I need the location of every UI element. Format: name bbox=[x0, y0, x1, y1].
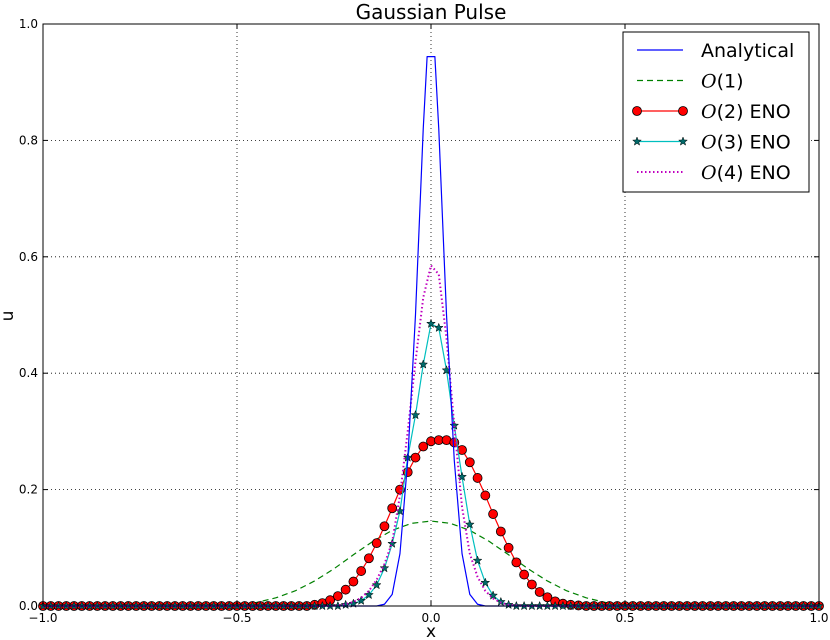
legend-text: (1) bbox=[717, 71, 744, 93]
data-point bbox=[480, 577, 491, 587]
legend-label: O(1) bbox=[701, 71, 744, 93]
data-point bbox=[426, 318, 436, 328]
x-tick-label: −0.5 bbox=[222, 611, 251, 625]
legend-label: Analytical bbox=[701, 40, 794, 62]
data-point bbox=[526, 579, 537, 590]
data-point bbox=[387, 503, 398, 514]
data-point bbox=[433, 322, 444, 333]
data-point bbox=[371, 538, 382, 549]
series-line bbox=[43, 264, 819, 607]
x-tick-label: 0.0 bbox=[421, 611, 440, 625]
data-point bbox=[495, 526, 506, 537]
ticks: −1.0 −0.5 0.0 0.5 1.0 0.0 0.2 0.4 0.6 0.8 1.0 bbox=[19, 17, 829, 625]
data-point bbox=[340, 599, 351, 610]
data-point bbox=[356, 566, 367, 576]
data-point bbox=[534, 587, 545, 597]
legend-item: O(2) ENO bbox=[632, 101, 791, 123]
data-point bbox=[418, 441, 429, 452]
legend-math-symbol: O bbox=[701, 162, 717, 184]
data-point bbox=[449, 420, 460, 430]
legend-text: Analytical bbox=[701, 40, 794, 62]
y-tick-label: 0.0 bbox=[19, 599, 38, 613]
legend-label: O(4) ENO bbox=[701, 162, 791, 184]
data-point bbox=[488, 509, 498, 519]
y-axis-label: u bbox=[0, 311, 18, 322]
x-tick-label: 0.5 bbox=[615, 611, 634, 625]
data-point bbox=[678, 136, 688, 146]
data-point bbox=[464, 457, 475, 468]
data-point bbox=[363, 589, 374, 600]
data-point bbox=[464, 519, 475, 529]
legend-item: O(4) ENO bbox=[637, 162, 791, 184]
data-point bbox=[511, 557, 522, 568]
data-point bbox=[410, 409, 421, 420]
y-tick-label: 0.8 bbox=[19, 133, 38, 147]
data-point bbox=[364, 553, 374, 564]
data-point bbox=[632, 106, 642, 116]
data-point bbox=[472, 555, 483, 565]
data-point bbox=[488, 590, 499, 600]
data-point bbox=[457, 471, 467, 482]
legend-math-symbol: O bbox=[701, 71, 717, 93]
data-point bbox=[348, 576, 359, 587]
legend-box bbox=[622, 31, 810, 193]
series-line bbox=[43, 55, 819, 607]
legend-label: O(3) ENO bbox=[701, 132, 791, 154]
series-line bbox=[43, 520, 819, 607]
y-tick-label: 0.6 bbox=[19, 250, 38, 264]
y-tick-label: 0.4 bbox=[19, 366, 38, 380]
data-point bbox=[632, 136, 642, 146]
x-axis-label: x bbox=[426, 622, 436, 640]
legend-math-symbol: O bbox=[701, 101, 717, 123]
data-point bbox=[480, 490, 491, 501]
legend-text: (3) ENO bbox=[717, 132, 791, 154]
data-point bbox=[418, 359, 429, 369]
data-point bbox=[472, 473, 483, 483]
data-point bbox=[519, 569, 530, 580]
legend-text: (2) ENO bbox=[717, 101, 791, 123]
data-point bbox=[678, 106, 688, 116]
data-point bbox=[340, 584, 351, 595]
legend-text: (4) ENO bbox=[717, 162, 791, 184]
data-point bbox=[371, 579, 382, 590]
x-tick-label: −1.0 bbox=[28, 611, 57, 625]
legend-math-symbol: O bbox=[701, 132, 717, 154]
data-point bbox=[387, 538, 398, 548]
data-point bbox=[379, 562, 390, 573]
legend-item: Analytical bbox=[637, 40, 794, 62]
y-tick-label: 0.2 bbox=[19, 483, 38, 497]
legend-item: O(3) ENO bbox=[632, 132, 791, 154]
legend-item: O(1) bbox=[637, 71, 744, 93]
chart-title: Gaussian Pulse bbox=[356, 0, 507, 24]
y-tick-label: 1.0 bbox=[19, 17, 38, 31]
data-point bbox=[410, 452, 421, 463]
x-tick-label: 1.0 bbox=[809, 611, 828, 625]
data-point bbox=[379, 521, 390, 532]
data-point bbox=[503, 542, 514, 553]
data-point bbox=[332, 591, 343, 602]
legend-label: O(2) ENO bbox=[701, 101, 791, 123]
